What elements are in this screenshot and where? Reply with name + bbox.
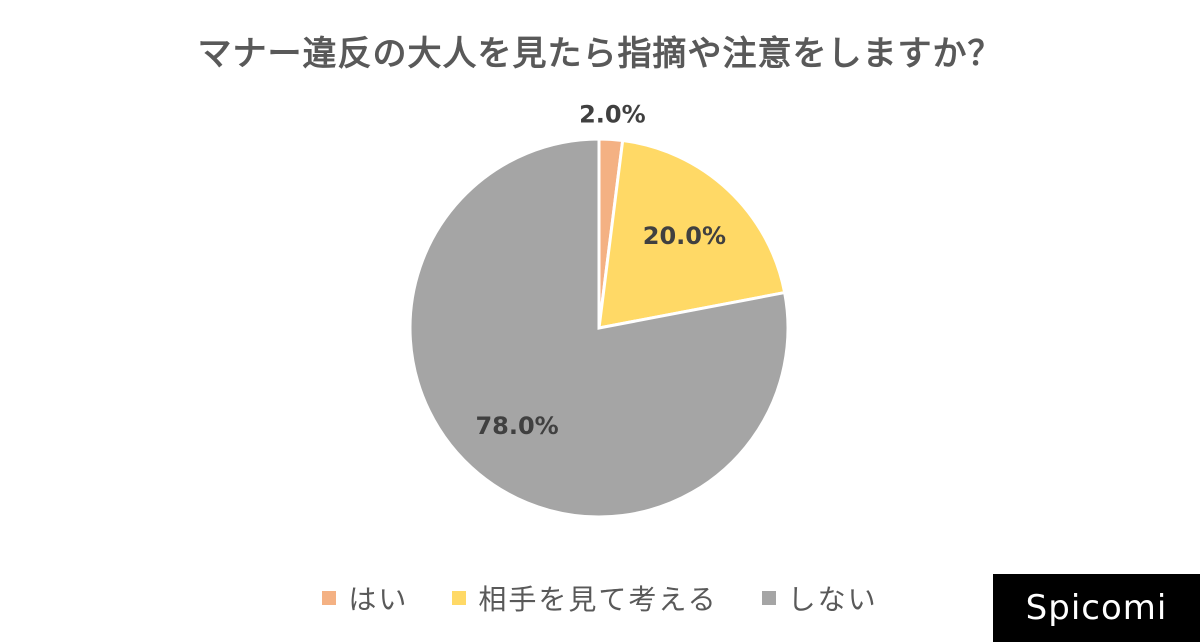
legend-label-1: はい xyxy=(348,583,409,616)
pie-slice-2 xyxy=(597,138,787,330)
legend-swatch-1 xyxy=(322,591,337,605)
legend-item-2: 相手を見て考える xyxy=(452,578,717,618)
legend-swatch-2 xyxy=(452,591,467,605)
data-label-3: 78.0% xyxy=(475,412,558,440)
legend-swatch-3 xyxy=(761,591,776,605)
brand-logo: Spicomi xyxy=(993,574,1200,642)
pie-slice-3 xyxy=(408,137,790,519)
data-label-2: 20.0% xyxy=(643,222,726,250)
legend-label-3: しない xyxy=(787,583,878,616)
legend-item-3: しない xyxy=(761,578,878,618)
data-label-1: 2.0% xyxy=(579,100,646,128)
legend-label-2: 相手を見て考える xyxy=(478,583,718,616)
legend: はい 相手を見て考える しない xyxy=(0,578,1200,618)
chart-title: マナー違反の大人を見たら指摘や注意をしますか？ xyxy=(197,34,1003,74)
legend-item-1: はい xyxy=(322,578,408,618)
